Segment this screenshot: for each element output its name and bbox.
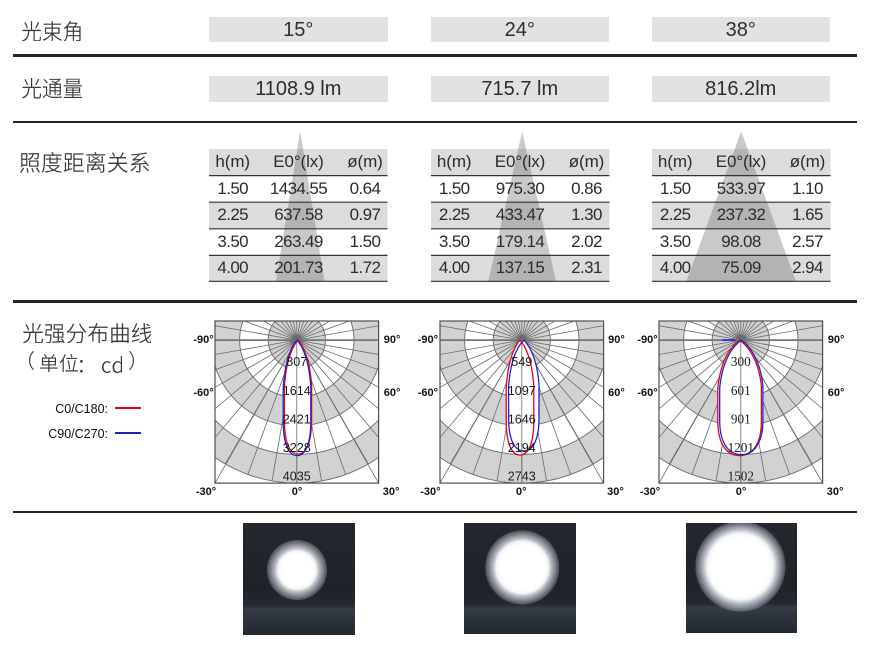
- svg-text:601: 601: [731, 383, 751, 398]
- svg-text:2194: 2194: [507, 441, 535, 455]
- svg-text:1614: 1614: [283, 384, 311, 398]
- svg-text:1646: 1646: [507, 413, 535, 427]
- svg-text:2743: 2743: [507, 470, 535, 484]
- svg-text:4035: 4035: [283, 470, 311, 484]
- svg-text:549: 549: [511, 355, 532, 369]
- svg-text:2421: 2421: [283, 413, 311, 427]
- svg-text:3228: 3228: [283, 441, 311, 455]
- svg-text:901: 901: [731, 412, 751, 427]
- svg-text:1201: 1201: [728, 440, 754, 455]
- svg-text:807: 807: [286, 355, 307, 369]
- svg-text:1097: 1097: [507, 384, 535, 398]
- svg-text:300: 300: [731, 354, 751, 369]
- svg-text:1502: 1502: [728, 469, 754, 484]
